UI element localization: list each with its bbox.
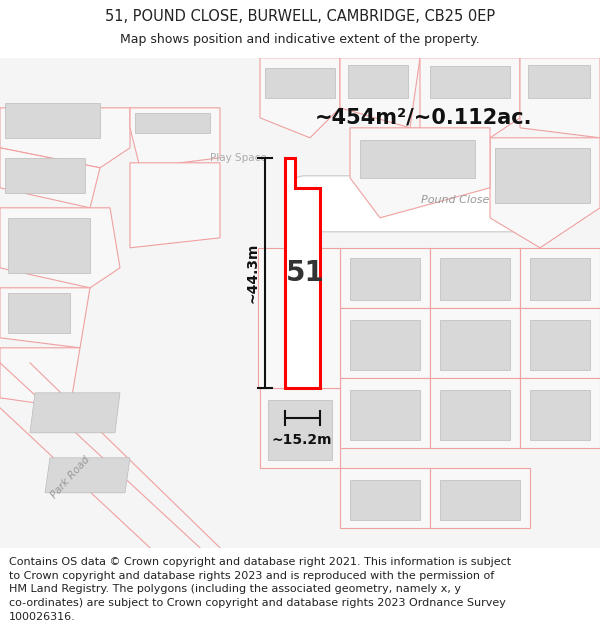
Polygon shape — [130, 162, 220, 248]
Polygon shape — [258, 248, 340, 388]
Polygon shape — [340, 248, 430, 308]
Polygon shape — [495, 148, 590, 202]
Polygon shape — [528, 65, 590, 98]
Polygon shape — [285, 158, 320, 388]
Polygon shape — [0, 58, 600, 548]
Text: Park Road: Park Road — [49, 455, 91, 501]
Polygon shape — [530, 320, 590, 370]
Polygon shape — [260, 388, 340, 468]
Polygon shape — [440, 390, 510, 440]
Text: ~15.2m: ~15.2m — [272, 432, 332, 447]
Polygon shape — [520, 248, 600, 308]
Polygon shape — [440, 258, 510, 300]
Polygon shape — [340, 378, 430, 448]
Polygon shape — [8, 217, 90, 272]
Polygon shape — [350, 128, 490, 218]
Polygon shape — [350, 258, 420, 300]
Polygon shape — [0, 348, 80, 408]
Polygon shape — [520, 308, 600, 378]
Polygon shape — [350, 320, 420, 370]
Text: co-ordinates) are subject to Crown copyright and database rights 2023 Ordnance S: co-ordinates) are subject to Crown copyr… — [9, 598, 506, 608]
Polygon shape — [420, 58, 520, 158]
Text: to Crown copyright and database rights 2023 and is reproduced with the permissio: to Crown copyright and database rights 2… — [9, 571, 494, 581]
Polygon shape — [0, 288, 90, 348]
Polygon shape — [5, 102, 100, 138]
FancyBboxPatch shape — [291, 176, 559, 232]
Polygon shape — [30, 392, 120, 432]
Text: Play Space: Play Space — [209, 152, 266, 162]
Polygon shape — [340, 468, 430, 528]
Polygon shape — [0, 208, 120, 288]
Text: 51: 51 — [286, 259, 325, 287]
Polygon shape — [430, 378, 520, 448]
Polygon shape — [430, 66, 510, 98]
Polygon shape — [45, 458, 130, 492]
Text: 51, POUND CLOSE, BURWELL, CAMBRIDGE, CB25 0EP: 51, POUND CLOSE, BURWELL, CAMBRIDGE, CB2… — [105, 9, 495, 24]
Polygon shape — [8, 292, 70, 332]
Polygon shape — [530, 390, 590, 440]
Polygon shape — [348, 65, 408, 98]
Polygon shape — [350, 480, 420, 520]
Polygon shape — [220, 58, 258, 388]
Text: 100026316.: 100026316. — [9, 612, 76, 622]
Text: HM Land Registry. The polygons (including the associated geometry, namely x, y: HM Land Registry. The polygons (includin… — [9, 584, 461, 594]
Polygon shape — [0, 148, 100, 208]
Polygon shape — [440, 480, 520, 520]
Text: Map shows position and indicative extent of the property.: Map shows position and indicative extent… — [120, 32, 480, 46]
Text: ~454m²/~0.112ac.: ~454m²/~0.112ac. — [315, 107, 533, 128]
Polygon shape — [360, 140, 475, 177]
Polygon shape — [265, 68, 335, 98]
Polygon shape — [430, 248, 520, 308]
Polygon shape — [520, 378, 600, 448]
Polygon shape — [340, 308, 430, 378]
Polygon shape — [490, 138, 600, 248]
Polygon shape — [530, 258, 590, 300]
Polygon shape — [0, 107, 130, 168]
Polygon shape — [340, 58, 420, 128]
Text: Pound Close: Pound Close — [421, 195, 489, 205]
Polygon shape — [5, 158, 85, 192]
Polygon shape — [440, 320, 510, 370]
Text: Contains OS data © Crown copyright and database right 2021. This information is : Contains OS data © Crown copyright and d… — [9, 557, 511, 567]
Polygon shape — [130, 107, 220, 168]
Polygon shape — [430, 308, 520, 378]
Polygon shape — [350, 390, 420, 440]
Polygon shape — [520, 58, 600, 138]
Polygon shape — [220, 388, 258, 448]
Polygon shape — [135, 112, 210, 132]
Polygon shape — [268, 400, 332, 460]
Polygon shape — [430, 468, 530, 528]
Text: ~44.3m: ~44.3m — [245, 242, 259, 303]
Polygon shape — [260, 58, 340, 138]
